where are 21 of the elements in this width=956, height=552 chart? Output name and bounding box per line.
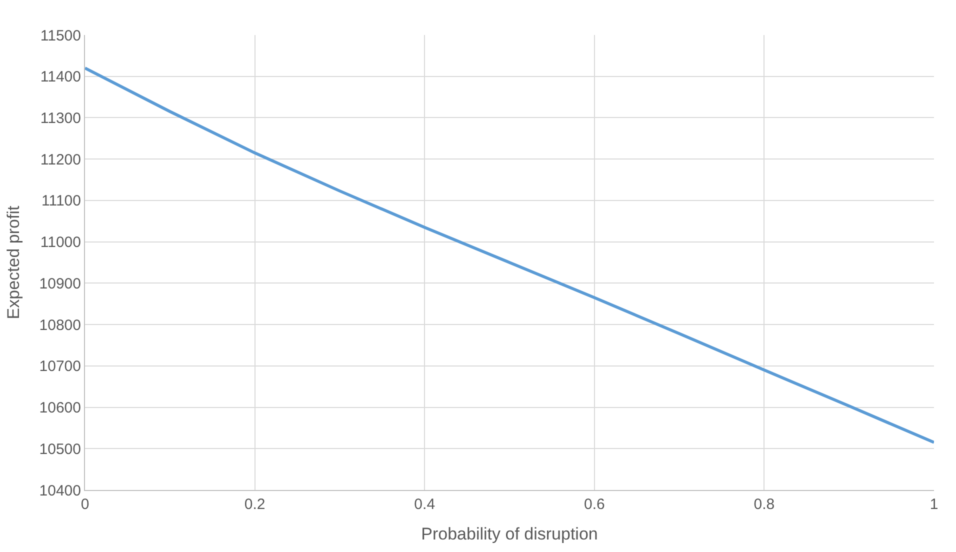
y-tick-label: 10700 <box>39 358 81 376</box>
x-tick-label: 0.8 <box>754 496 775 513</box>
x-tick-label: 0 <box>80 496 90 513</box>
x-tick-label: 0.4 <box>414 496 436 513</box>
y-tick-label: 11400 <box>40 68 81 86</box>
x-tick-label: 0.6 <box>584 496 605 513</box>
y-tick-label: 11000 <box>40 234 81 252</box>
y-tick-label: 11500 <box>40 27 81 44</box>
y-tick-label: 10400 <box>39 482 81 500</box>
x-tick-label: 1 <box>930 496 938 513</box>
y-tick-label: 11300 <box>40 110 81 127</box>
y-tick-label: 10500 <box>39 440 81 458</box>
y-tick-label: 10800 <box>39 316 81 334</box>
y-axis-title: Expected profit <box>4 206 23 320</box>
y-tick-label: 11200 <box>40 151 81 168</box>
y-tick-label: 11100 <box>42 192 81 210</box>
line-series <box>85 66 934 444</box>
y-tick-label: 10900 <box>39 275 81 292</box>
x-tick-label: 0.2 <box>244 496 266 513</box>
x-axis-title: Probability of disruption <box>421 524 598 544</box>
y-tick-label: 10600 <box>39 400 81 417</box>
